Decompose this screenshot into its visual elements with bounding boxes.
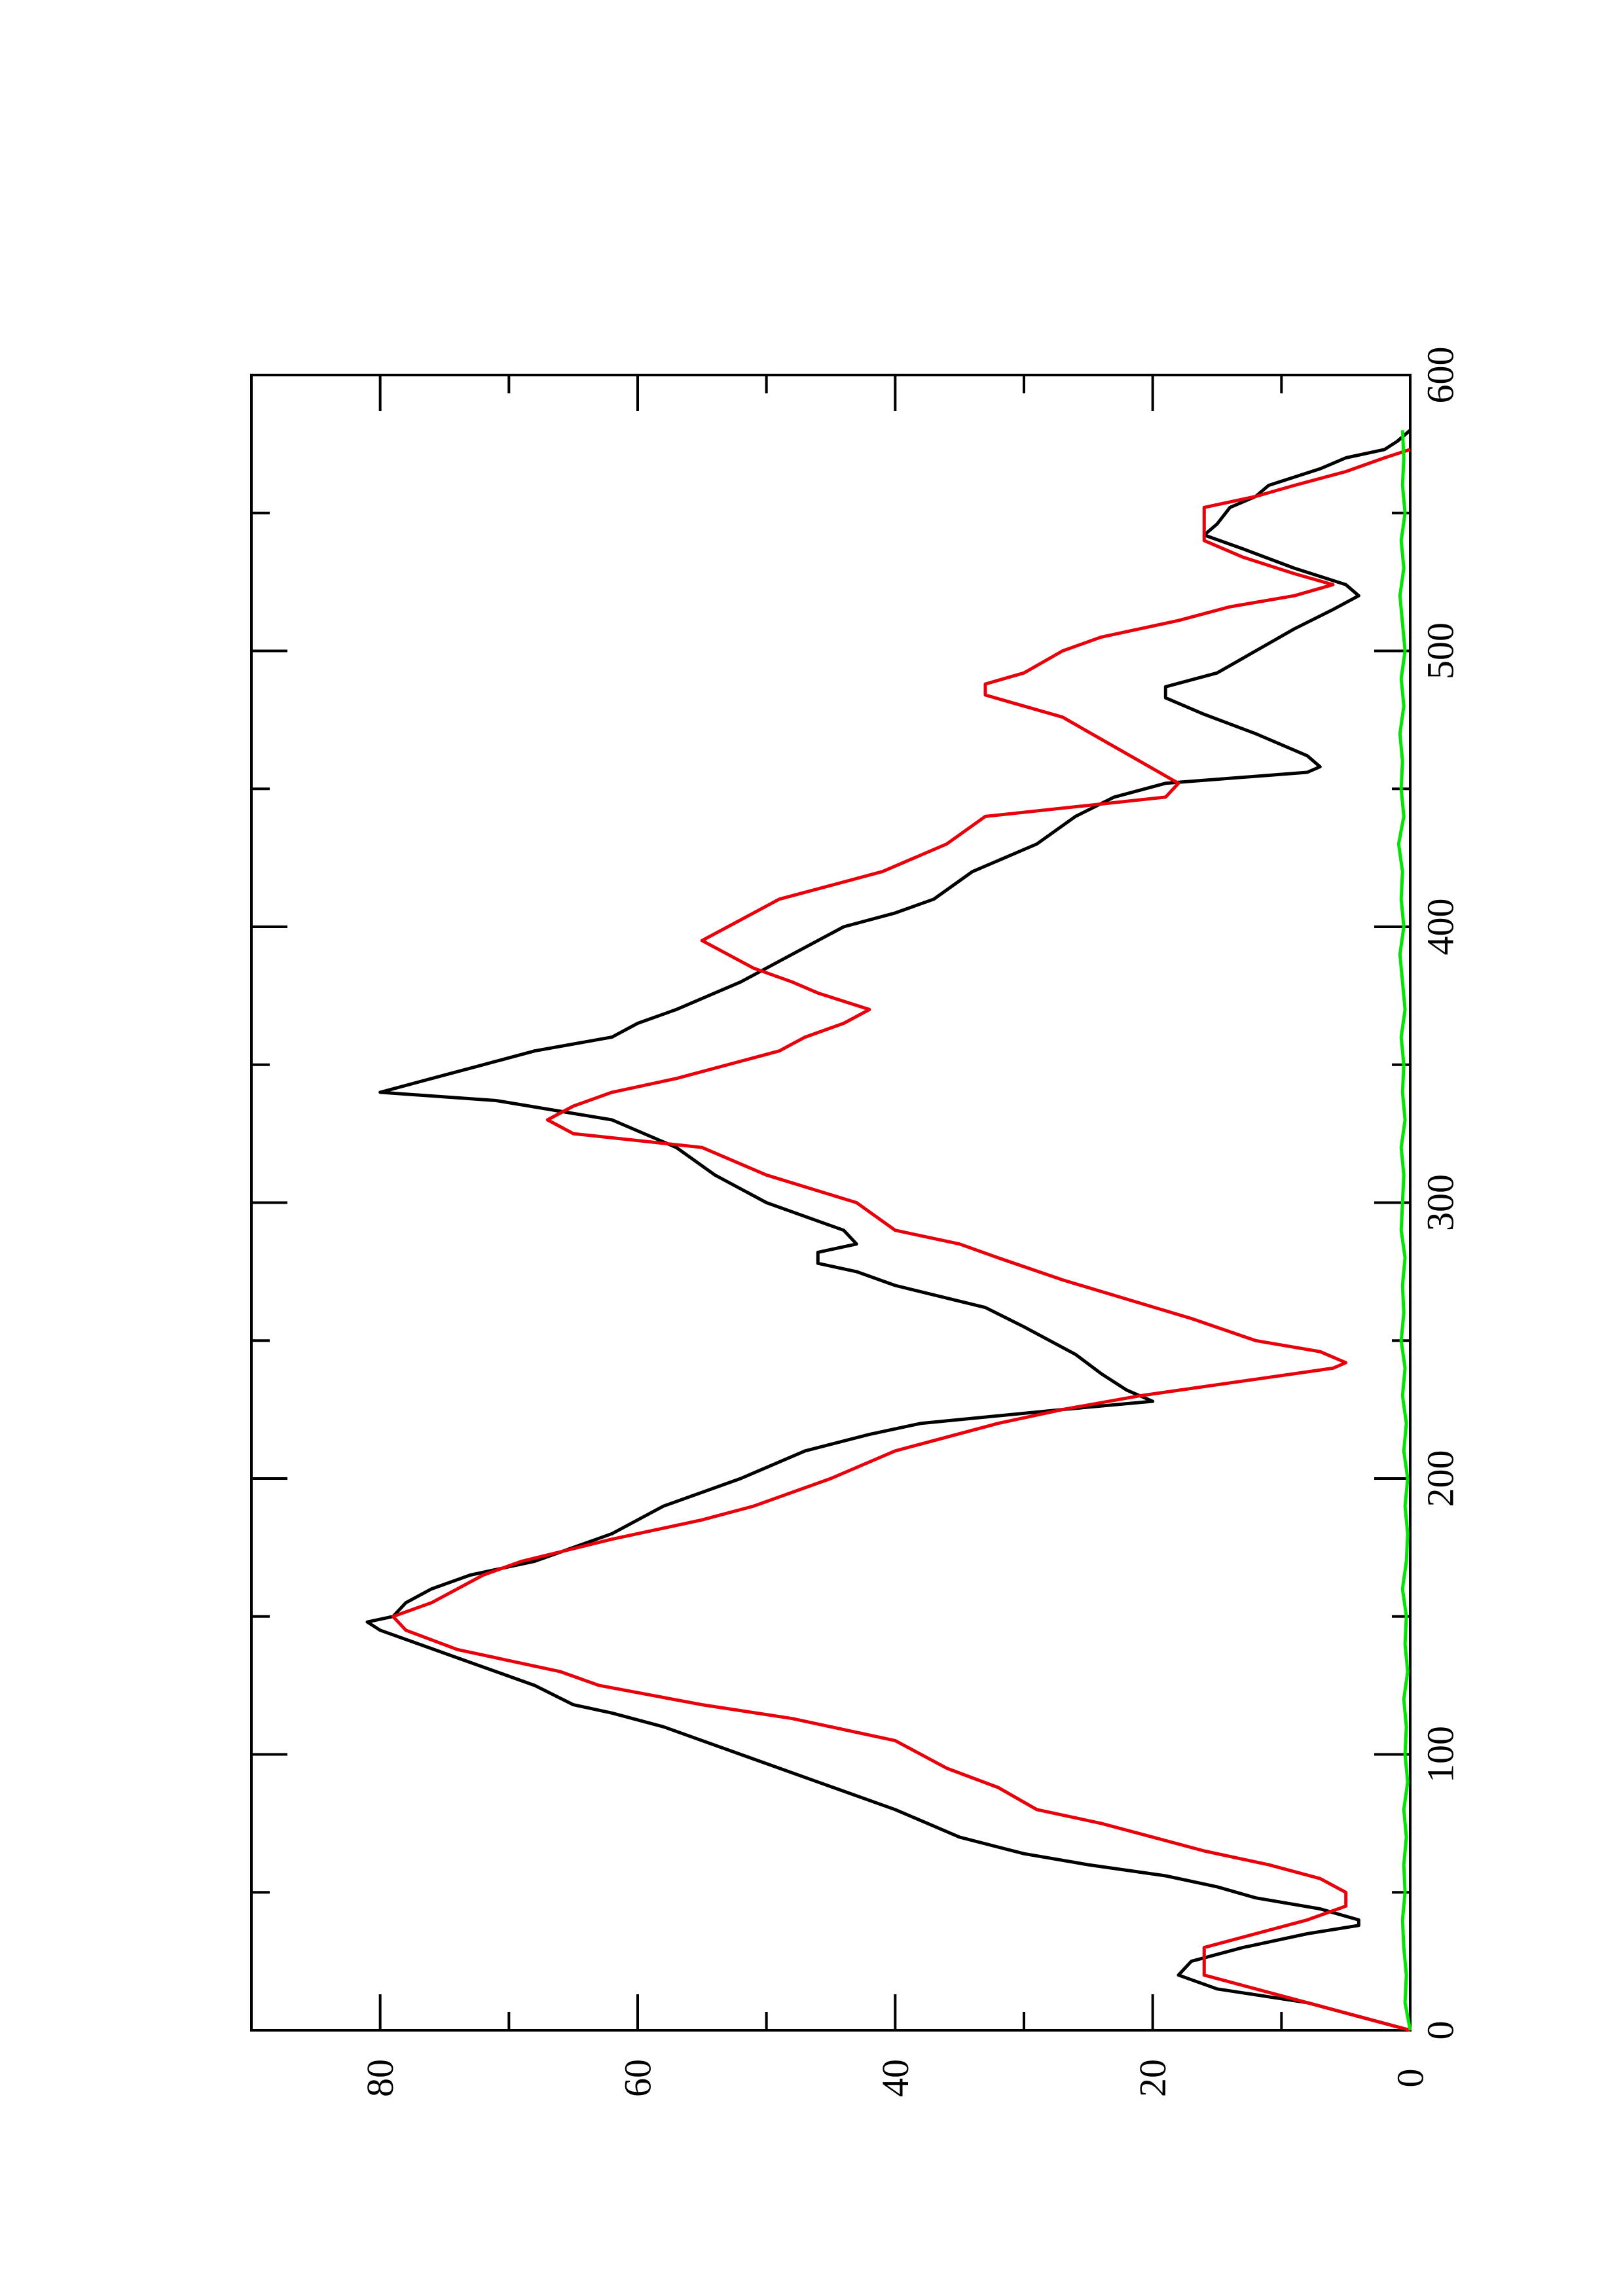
plot-frame <box>250 374 1412 2032</box>
x-tick-label: 0 <box>1419 2021 1462 2040</box>
y-tick-label: 60 <box>617 2059 659 2097</box>
axis-ticks <box>250 374 1412 2032</box>
axis-tick-labels: 0 100 200 300 400 500 600 0 20 40 60 80 <box>359 347 1461 2098</box>
y-tick-label: 80 <box>359 2059 401 2097</box>
y-tick-label: 40 <box>874 2059 917 2097</box>
y-tick-label: 0 <box>1389 2069 1432 2088</box>
x-tick-label: 600 <box>1419 347 1462 404</box>
series-line-0 <box>365 429 1412 2032</box>
x-tick-label: 400 <box>1419 899 1462 956</box>
x-tick-label: 100 <box>1419 1726 1462 1783</box>
series-line-2 <box>1396 430 1412 2031</box>
x-tick-label: 500 <box>1419 622 1462 679</box>
x-tick-label: 300 <box>1419 1174 1462 1231</box>
series-line-1 <box>391 448 1411 2032</box>
y-tick-label: 20 <box>1131 2059 1174 2097</box>
series-layer <box>365 429 1412 2032</box>
x-tick-label: 200 <box>1419 1450 1462 1507</box>
